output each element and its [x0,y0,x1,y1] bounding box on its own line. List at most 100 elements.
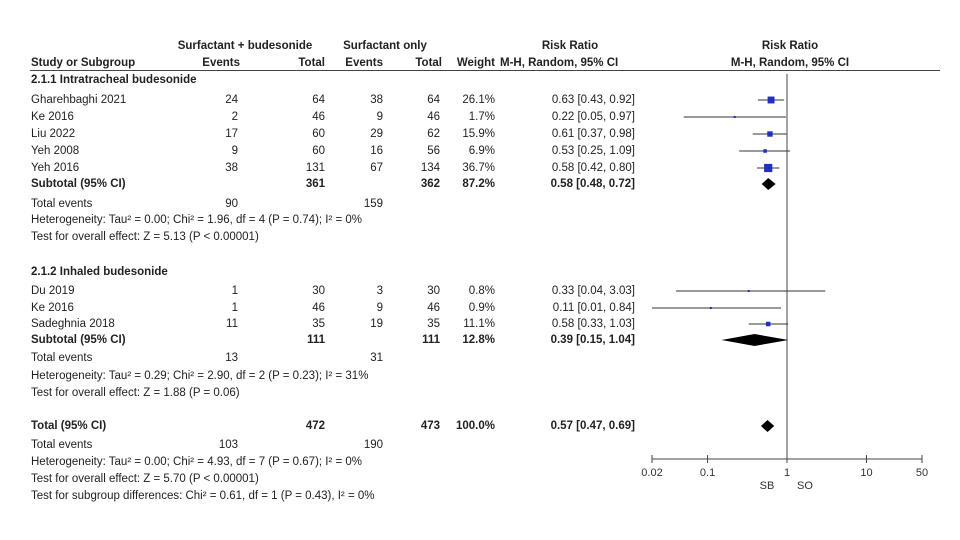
subtotal-weight: 12.8% [462,334,495,346]
risk-ratio-ci: 0.22 [0.05, 0.97] [551,111,635,123]
method-header: M-H, Random, 95% CI [500,57,619,69]
weight: 6.9% [468,145,495,157]
events2: 19 [370,318,383,330]
study-point-marker [767,131,773,137]
events1-total: 103 [218,439,238,451]
weight: 0.8% [468,285,495,297]
risk-ratio-ci: 0.63 [0.43, 0.92] [551,94,635,106]
study-name: Ke 2016 [31,111,74,123]
total1: 30 [312,285,325,297]
events2-total: 159 [363,198,383,210]
study-point-marker [767,96,775,104]
x-tick-label: 10 [860,467,872,479]
events2: 16 [370,145,383,157]
events2-total: 190 [363,439,383,451]
risk-ratio-ci: 0.58 [0.33, 1.03] [551,318,635,330]
risk-ratio-ci: 0.61 [0.37, 0.98] [551,128,635,140]
events1: 11 [226,318,238,330]
study-name: Sadeghnia 2018 [31,318,115,330]
plot-method-header: M-H, Random, 95% CI [730,57,850,69]
events1: 1 [231,302,238,314]
total-total2: 473 [420,420,440,432]
events2-header: Events [345,57,383,69]
study-point-marker [733,116,736,118]
weight-header: Weight [456,57,495,69]
favours-right-label: SO [797,480,813,492]
total1: 131 [305,162,325,174]
group2-header: Surfactant only [343,40,427,52]
rr-column-title: Risk Ratio [541,40,599,52]
summary-diamond [721,334,789,346]
study-name: Yeh 2016 [31,162,80,174]
total2: 56 [427,145,440,157]
total1: 35 [312,318,325,330]
total2-header: Total [415,57,442,69]
header-rule [30,70,940,71]
weight: 15.9% [462,128,495,140]
total2: 46 [427,302,440,314]
events2-total: 31 [370,352,383,364]
summary-diamond [760,420,775,432]
subtotal-ci: 0.39 [0.15, 1.04] [550,334,635,346]
total-label: Total (95% CI) [31,420,107,432]
risk-ratio-ci: 0.58 [0.42, 0.80] [551,162,635,174]
study-name: Gharehbaghi 2021 [31,94,127,106]
events2: 9 [376,302,383,314]
total2: 30 [427,285,440,297]
heterogeneity-text: Heterogeneity: Tau² = 0.29; Chi² = 2.90,… [31,370,369,382]
events1: 9 [231,145,238,157]
events1-header: Events [202,57,240,69]
weight: 26.1% [462,94,495,106]
weight: 0.9% [468,302,495,314]
weight: 1.7% [468,111,495,123]
total1: 64 [312,94,325,106]
subtotal-total2: 111 [422,334,440,346]
subgroup-title: 2.1.2 Inhaled budesonide [31,266,168,278]
study-name: Yeh 2008 [31,145,80,157]
subtotal-label: Subtotal (95% CI) [31,334,126,346]
events1: 2 [231,111,238,123]
study-point-marker [747,290,750,292]
overall-effect-text: Test for overall effect: Z = 1.88 (P = 0… [31,387,240,399]
total-total1: 472 [305,420,325,432]
risk-ratio-ci: 0.11 [0.01, 0.84] [552,302,635,314]
study-point-marker [763,149,767,153]
total1-header: Total [298,57,325,69]
events2: 3 [376,285,383,297]
total1: 60 [312,145,325,157]
plot-title: Risk Ratio [761,40,819,52]
subgroup-title: 2.1.1 Intratracheal budesonide [31,74,197,86]
risk-ratio-ci: 0.53 [0.25, 1.09] [551,145,635,157]
subgroup-differences-text: Test for subgroup differences: Chi² = 0.… [31,490,375,502]
subtotal-total2: 362 [420,178,440,190]
heterogeneity-text: Heterogeneity: Tau² = 0.00; Chi² = 4.93,… [31,456,363,468]
x-tick-label: 50 [916,467,928,479]
subtotal-total1: 111 [307,334,325,346]
heterogeneity-text: Heterogeneity: Tau² = 0.00; Chi² = 1.96,… [31,214,363,226]
subtotal-ci: 0.58 [0.48, 0.72] [550,178,635,190]
x-tick-label: 0.1 [700,467,715,479]
overall-effect-text: Test for overall effect: Z = 5.13 (P < 0… [31,231,259,243]
weight: 36.7% [462,162,495,174]
total-weight: 100.0% [455,420,495,432]
study-point-marker [709,307,712,309]
favours-left-label: SB [760,480,775,492]
x-tick-label: 1 [784,467,790,479]
risk-ratio-ci: 0.33 [0.04, 3.03] [551,285,635,297]
overall-effect-text: Test for overall effect: Z = 5.70 (P < 0… [31,473,259,485]
total1: 60 [312,128,325,140]
subtotal-total1: 361 [305,178,325,190]
events-label: Total events [31,198,93,210]
events1: 17 [225,128,238,140]
events2: 29 [370,128,383,140]
study-point-marker [764,163,773,173]
total-ci: 0.57 [0.47, 0.69] [550,420,635,432]
events1: 24 [225,94,238,106]
events1-total: 90 [225,198,238,210]
total1: 46 [312,302,325,314]
events1: 1 [231,285,238,297]
events2: 38 [370,94,383,106]
events-label: Total events [31,439,93,451]
study-column-header: Study or Subgroup [31,57,136,69]
events1-total: 13 [225,352,238,364]
